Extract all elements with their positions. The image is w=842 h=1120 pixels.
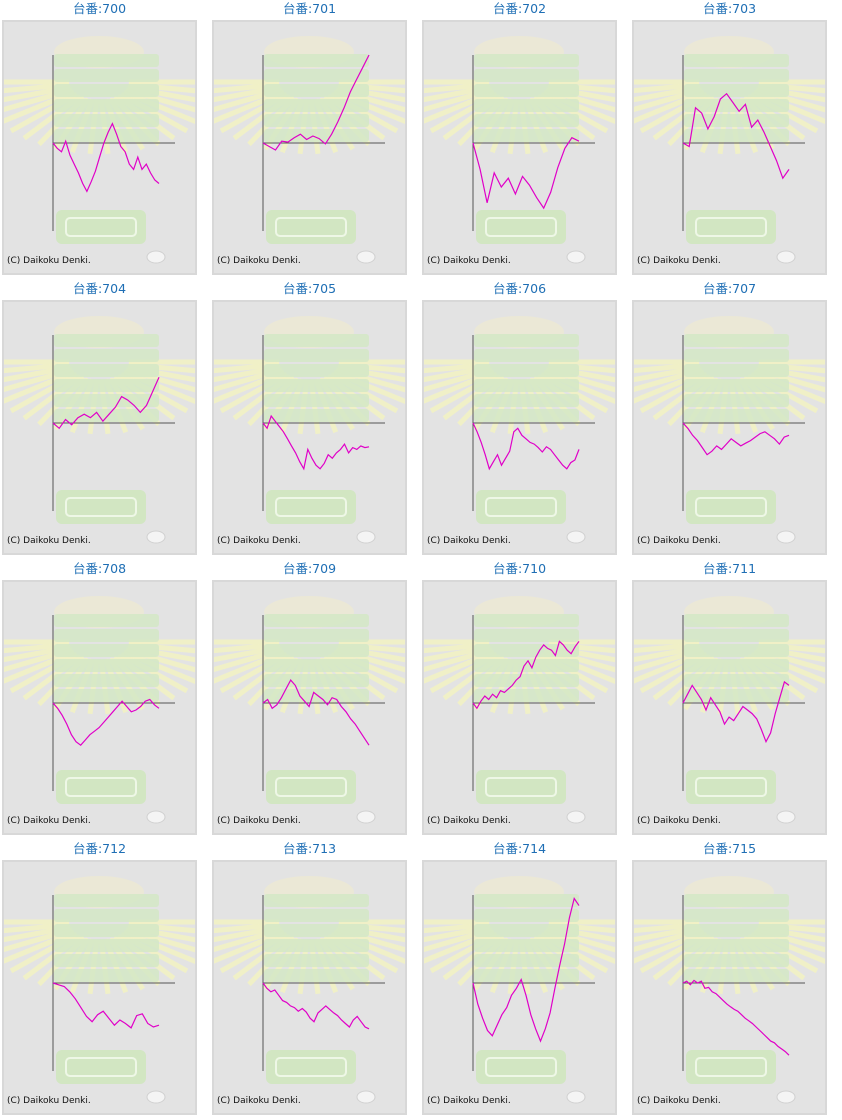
slump-graph (4, 876, 195, 1104)
slump-line (472, 897, 580, 1043)
slump-line (472, 422, 580, 471)
copyright-text: (C) Daikoku Denki. (217, 816, 301, 826)
machine-number-title[interactable]: 台番:702 (492, 1, 547, 16)
machine-illustration (634, 596, 825, 824)
slump-graph (214, 596, 405, 824)
slump-line (52, 698, 160, 747)
slump-graph (424, 876, 615, 1104)
graph-panel: (C) Daikoku Denki. (2, 860, 197, 1115)
machine-number-title[interactable]: 台番:710 (492, 561, 547, 576)
machine-illustration (634, 876, 825, 1104)
machine-illustration (634, 36, 825, 264)
slump-line (472, 136, 580, 210)
machine-number-title[interactable]: 台番:706 (492, 281, 547, 296)
slump-line (262, 982, 370, 1030)
slump-line (52, 982, 160, 1029)
slump-graph (4, 316, 195, 544)
machine-number-title[interactable]: 台番:705 (282, 281, 337, 296)
machine-number-title[interactable]: 台番:703 (702, 1, 757, 16)
machine-illustration (214, 36, 405, 264)
slump-line (52, 376, 160, 430)
copyright-text: (C) Daikoku Denki. (427, 1096, 511, 1106)
machine-illustration (424, 876, 615, 1104)
copyright-text: (C) Daikoku Denki. (427, 816, 511, 826)
machine-illustration (424, 36, 615, 264)
machine-illustration (4, 36, 195, 264)
graph-panel: (C) Daikoku Denki. (422, 860, 617, 1115)
machine-number-title[interactable]: 台番:701 (282, 1, 337, 16)
slump-line (472, 640, 580, 710)
machine-illustration (214, 596, 405, 824)
slump-graph (4, 36, 195, 264)
machine-illustration (424, 316, 615, 544)
slump-line (682, 680, 790, 744)
machine-number-title[interactable]: 台番:712 (72, 841, 127, 856)
slump-graph (424, 596, 615, 824)
slump-line (262, 54, 370, 151)
copyright-text: (C) Daikoku Denki. (7, 816, 91, 826)
graph-panel: (C) Daikoku Denki. (422, 580, 617, 835)
copyright-text: (C) Daikoku Denki. (427, 536, 511, 546)
machine-number-title[interactable]: 台番:707 (702, 281, 757, 296)
slump-graph (424, 316, 615, 544)
graph-panel: (C) Daikoku Denki. (422, 300, 617, 555)
graph-panel: (C) Daikoku Denki. (422, 20, 617, 275)
machine-illustration (214, 316, 405, 544)
machine-illustration (4, 876, 195, 1104)
machine-number-title[interactable]: 台番:709 (282, 561, 337, 576)
slump-graph (634, 596, 825, 824)
machine-illustration (214, 876, 405, 1104)
machine-illustration (424, 596, 615, 824)
copyright-text: (C) Daikoku Denki. (427, 256, 511, 266)
graph-panel: (C) Daikoku Denki. (212, 580, 407, 835)
graph-panel: (C) Daikoku Denki. (212, 300, 407, 555)
slump-graph (424, 36, 615, 264)
machine-illustration (634, 316, 825, 544)
graph-panel: (C) Daikoku Denki. (212, 20, 407, 275)
machine-illustration (4, 316, 195, 544)
slump-graph (4, 596, 195, 824)
slump-line (682, 92, 790, 180)
slump-graph (634, 876, 825, 1104)
copyright-text: (C) Daikoku Denki. (7, 1096, 91, 1106)
slump-graph (214, 316, 405, 544)
machine-illustration (4, 596, 195, 824)
slump-graph (214, 36, 405, 264)
copyright-text: (C) Daikoku Denki. (7, 536, 91, 546)
machine-number-title[interactable]: 台番:708 (72, 561, 127, 576)
slump-line (682, 422, 790, 456)
graph-panel: (C) Daikoku Denki. (632, 860, 827, 1115)
graph-panel: (C) Daikoku Denki. (2, 20, 197, 275)
machine-number-title[interactable]: 台番:704 (72, 281, 127, 296)
slump-graph (634, 316, 825, 544)
machine-number-title[interactable]: 台番:711 (702, 561, 757, 576)
copyright-text: (C) Daikoku Denki. (217, 536, 301, 546)
graph-panel: (C) Daikoku Denki. (632, 300, 827, 555)
copyright-text: (C) Daikoku Denki. (217, 1096, 301, 1106)
machine-number-title[interactable]: 台番:713 (282, 841, 337, 856)
slump-graph (634, 36, 825, 264)
graph-panel: (C) Daikoku Denki. (2, 300, 197, 555)
copyright-text: (C) Daikoku Denki. (637, 256, 721, 266)
slump-line (52, 122, 160, 193)
slump-graph (214, 876, 405, 1104)
machine-number-title[interactable]: 台番:715 (702, 841, 757, 856)
slump-line (682, 979, 790, 1056)
graph-panel: (C) Daikoku Denki. (632, 20, 827, 275)
copyright-text: (C) Daikoku Denki. (217, 256, 301, 266)
machine-number-title[interactable]: 台番:714 (492, 841, 547, 856)
copyright-text: (C) Daikoku Denki. (637, 536, 721, 546)
machine-number-title[interactable]: 台番:700 (72, 1, 127, 16)
copyright-text: (C) Daikoku Denki. (637, 816, 721, 826)
slump-line (262, 414, 370, 471)
graph-panel: (C) Daikoku Denki. (632, 580, 827, 835)
copyright-text: (C) Daikoku Denki. (637, 1096, 721, 1106)
graph-panel: (C) Daikoku Denki. (2, 580, 197, 835)
slump-line (262, 679, 370, 746)
copyright-text: (C) Daikoku Denki. (7, 256, 91, 266)
graph-panel: (C) Daikoku Denki. (212, 860, 407, 1115)
